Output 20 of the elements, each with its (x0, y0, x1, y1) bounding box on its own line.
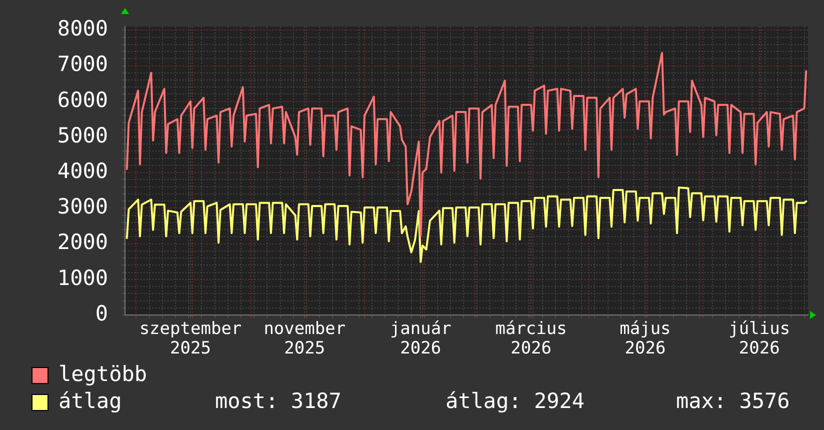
text: átlag: 2924 (446, 388, 585, 413)
y-tick-label: 2000 (57, 230, 108, 254)
y-tick-label: 0 (95, 301, 108, 326)
legend-label: átlag (58, 388, 122, 413)
y-tick-label: 8000 (57, 16, 108, 41)
y-tick-label: 3000 (57, 194, 108, 219)
x-tick-label: január 2026 (390, 319, 452, 359)
x-tick-label: május 2026 (620, 319, 671, 359)
text: max: 3576 (676, 388, 790, 413)
legend-label: legtöbb (58, 362, 148, 386)
y-tick-label: 1000 (57, 266, 108, 290)
y-tick-label: 7000 (57, 52, 108, 76)
x-tick-label: július 2026 (728, 319, 790, 359)
x-tick-label: szeptember 2025 (139, 319, 242, 359)
x-tick-label: március 2026 (495, 319, 567, 359)
y-tick-label: 5000 (57, 123, 108, 148)
y-tick-label: 4000 (57, 159, 108, 184)
x-tick-label: november 2025 (264, 319, 346, 359)
text: most: 3187 (215, 388, 342, 413)
y-tick-label: 6000 (57, 88, 108, 112)
